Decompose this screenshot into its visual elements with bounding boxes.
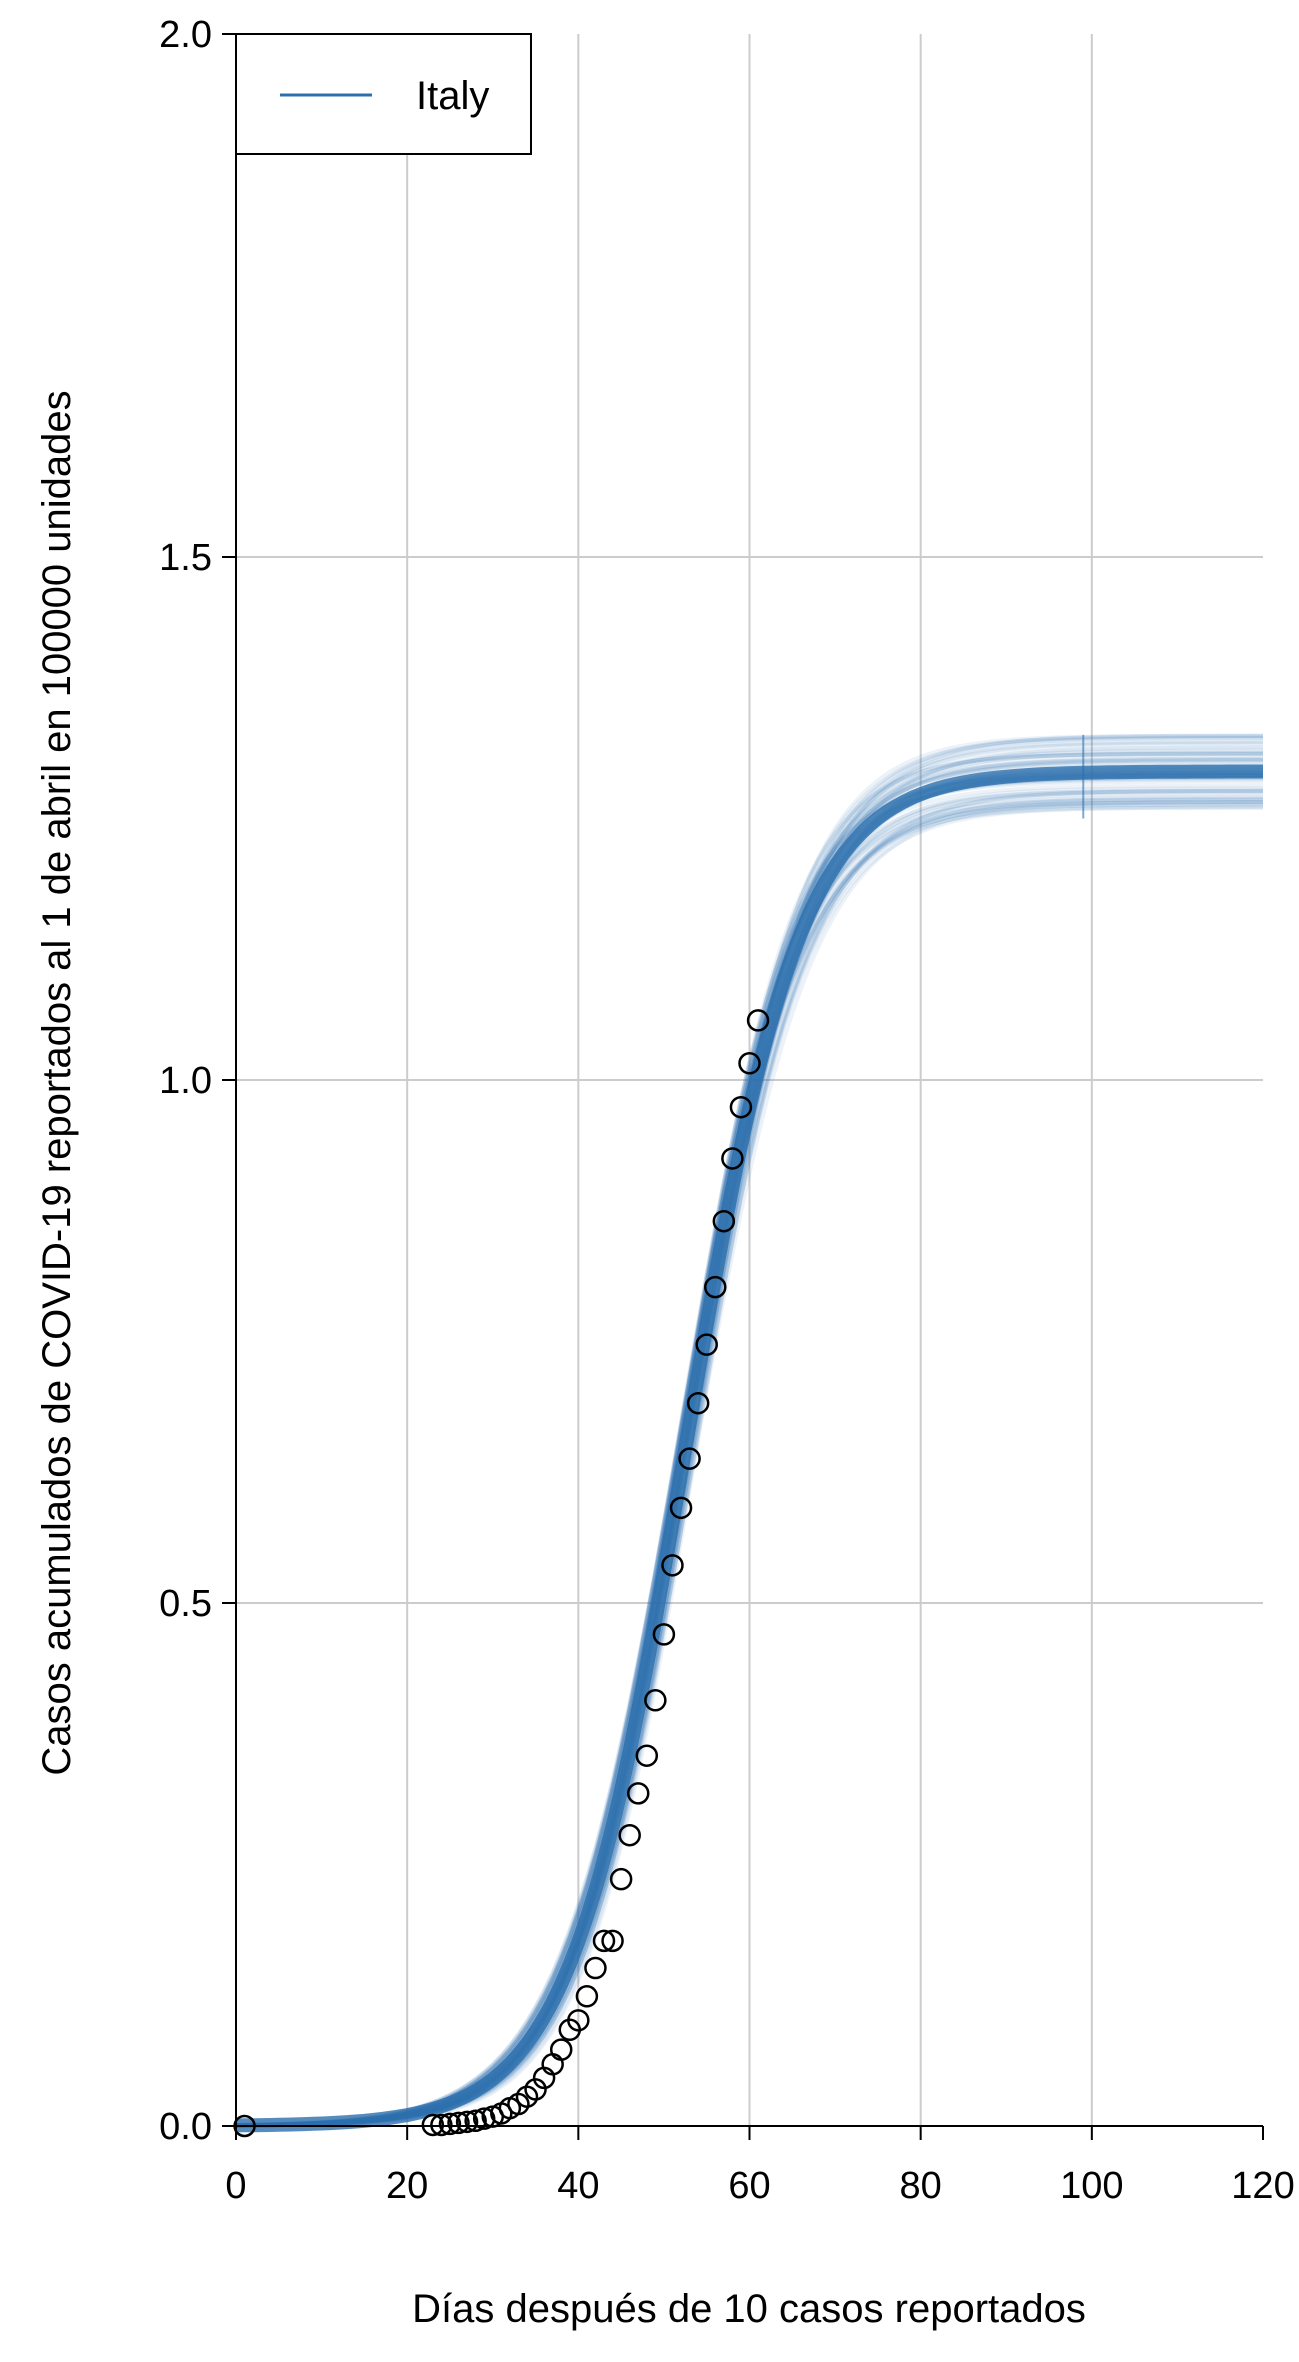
observed-point — [447, 2111, 470, 2135]
observed-point — [669, 1496, 693, 1520]
x-tick-label: 60 — [728, 2165, 770, 2207]
y-tick-label: 1.5 — [159, 537, 212, 579]
observed-point — [438, 2112, 462, 2136]
observed-point — [652, 1623, 676, 1646]
observed-point — [746, 1009, 770, 1032]
observed-point — [549, 2038, 573, 2061]
y-tick-label: 1.0 — [159, 1060, 212, 1102]
observed-point — [678, 1447, 701, 1470]
observed-point — [592, 1929, 616, 1953]
observed-point — [626, 1782, 650, 1805]
observed-point — [524, 2078, 547, 2101]
observed-point — [721, 1147, 744, 1170]
curve-ensemble — [235, 733, 1264, 2133]
observed-point — [729, 1095, 753, 1119]
observed-point — [464, 2109, 487, 2133]
x-tick-label: 40 — [557, 2165, 599, 2207]
legend-label-italy: Italy — [416, 74, 489, 118]
observed-point — [686, 1391, 710, 1415]
axes — [222, 33, 1264, 2140]
y-tick-label: 0.5 — [159, 1583, 212, 1625]
observed-point — [515, 2085, 539, 2108]
x-axis-title: Días después de 10 casos reportados — [412, 2287, 1086, 2331]
x-tick-label: 80 — [900, 2165, 942, 2207]
observed-point — [618, 1823, 641, 1847]
observed-point — [661, 1554, 684, 1577]
x-tick-label: 0 — [225, 2165, 246, 2207]
observed-point — [455, 2110, 479, 2134]
observed-point — [609, 1867, 633, 1891]
x-tick-label: 120 — [1231, 2165, 1294, 2207]
y-tick-label: 0.0 — [159, 2106, 212, 2148]
observed-point — [601, 1929, 624, 1953]
observed-point — [421, 2113, 445, 2137]
observed-point — [635, 1744, 659, 1767]
observed-point — [644, 1689, 667, 1712]
tick-labels: 0 20 40 60 80 100 120 0.0 0.5 1.0 1.5 2.0 — [159, 14, 1295, 2207]
legend: Italy — [235, 33, 532, 155]
observed-point — [695, 1333, 718, 1356]
observed-point — [738, 1052, 761, 1075]
x-tick-label: 100 — [1060, 2165, 1123, 2207]
observed-point — [430, 2113, 453, 2137]
x-tick-label: 20 — [386, 2165, 428, 2207]
y-axis-title: Casos acumulados de COVID-19 reportados … — [35, 390, 79, 1775]
observed-points — [233, 1009, 770, 2138]
observed-point — [567, 2009, 590, 2032]
y-tick-label: 2.0 — [159, 14, 212, 56]
central-curve — [235, 764, 1263, 2133]
observed-point — [712, 1209, 736, 1233]
observed-point — [704, 1275, 727, 1299]
observed-point — [584, 1956, 607, 1980]
observed-point — [575, 1985, 599, 2008]
